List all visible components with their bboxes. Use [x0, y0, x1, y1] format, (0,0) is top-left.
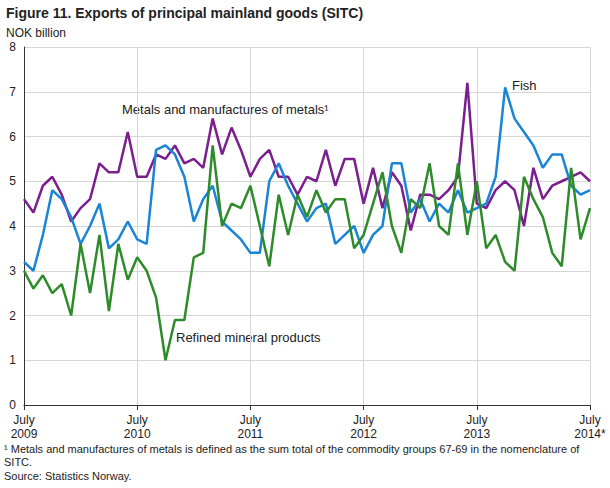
svg-text:NOK billion: NOK billion: [6, 26, 66, 40]
svg-text:2010: 2010: [124, 427, 151, 441]
svg-text:2014*: 2014*: [574, 427, 606, 441]
svg-text:July: July: [353, 413, 374, 427]
svg-text:5: 5: [9, 174, 16, 188]
svg-text:8: 8: [9, 40, 16, 54]
svg-text:Source: Statistics Norway.: Source: Statistics Norway.: [4, 470, 132, 482]
svg-text:July: July: [579, 413, 600, 427]
svg-text:SITC.: SITC.: [4, 456, 32, 468]
svg-text:7: 7: [9, 85, 16, 99]
svg-text:Figure 11. Exports of principa: Figure 11. Exports of principal mainland…: [6, 5, 363, 21]
svg-text:3: 3: [9, 264, 16, 278]
svg-text:2: 2: [9, 309, 16, 323]
svg-text:Metals and manufactures of met: Metals and manufactures of metals¹: [122, 102, 329, 117]
svg-text:1: 1: [9, 353, 16, 367]
svg-text:6: 6: [9, 130, 16, 144]
svg-text:2012: 2012: [350, 427, 377, 441]
svg-text:2009: 2009: [11, 427, 38, 441]
svg-text:¹ Metals and manufactures of m: ¹ Metals and manufactures of metals is d…: [4, 443, 582, 455]
svg-text:July: July: [13, 413, 34, 427]
svg-text:2013: 2013: [463, 427, 490, 441]
svg-text:July: July: [466, 413, 487, 427]
svg-text:4: 4: [9, 219, 16, 233]
svg-text:July: July: [127, 413, 148, 427]
svg-text:Refined mineral products: Refined mineral products: [176, 330, 321, 345]
svg-text:Fish: Fish: [512, 78, 537, 93]
svg-text:2011: 2011: [237, 427, 263, 441]
svg-text:July: July: [240, 413, 261, 427]
svg-text:0: 0: [9, 398, 16, 412]
